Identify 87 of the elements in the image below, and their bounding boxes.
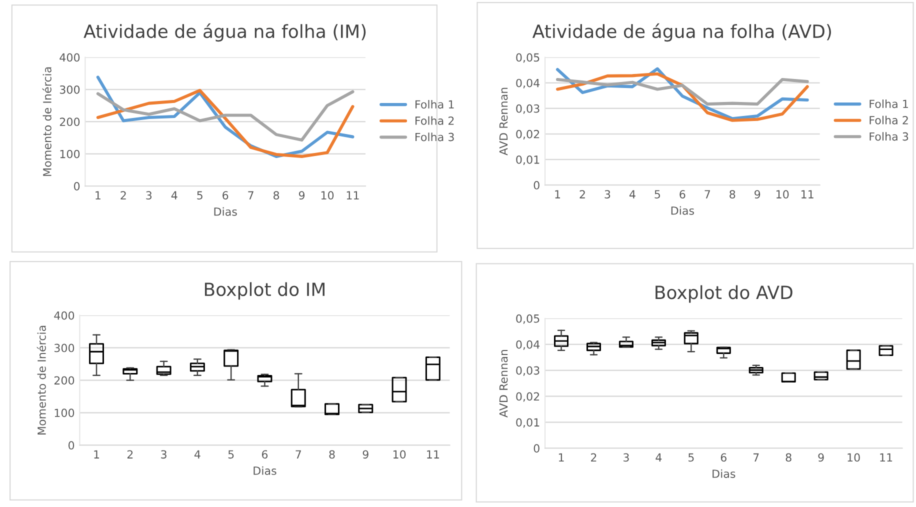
x-tick-label: 8 xyxy=(329,450,335,459)
x-tick-label: 4 xyxy=(629,190,636,198)
y-tick-label: 0,02 xyxy=(516,130,540,140)
x-tick-label: 5 xyxy=(688,453,694,462)
x-tick-label: 11 xyxy=(346,191,359,200)
x-tick-label: 7 xyxy=(704,190,710,198)
x-tick-label: 6 xyxy=(222,191,228,200)
x-tick-label: 9 xyxy=(298,191,305,200)
y-tick-label: 300 xyxy=(60,85,80,94)
legend-label: Folha 3 xyxy=(416,132,454,142)
x-tick-label: 10 xyxy=(393,450,406,459)
x-tick-label: 1 xyxy=(558,453,564,462)
chart-title: Boxplot do IM xyxy=(204,282,324,300)
x-axis-title: Dias xyxy=(712,469,736,478)
x-axis-title: Dias xyxy=(214,207,237,216)
x-tick-label: 7 xyxy=(296,450,301,458)
y-tick-label: 0,03 xyxy=(516,104,540,114)
legend-label: Folha 1 xyxy=(870,99,908,108)
x-tick-label: 9 xyxy=(362,450,368,459)
y-tick-label: 0,01 xyxy=(516,155,540,166)
x-tick-label: 2 xyxy=(120,191,126,200)
x-tick-label: 11 xyxy=(880,453,892,462)
y-tick-label: 0,04 xyxy=(516,340,540,350)
x-tick-label: 6 xyxy=(680,190,686,199)
legend-label: Folha 2 xyxy=(870,116,908,124)
x-tick-label: 8 xyxy=(730,190,736,199)
x-tick-label: 4 xyxy=(171,191,178,200)
x-tick-label: 10 xyxy=(776,190,789,199)
y-tick-label: 200 xyxy=(54,376,74,385)
y-tick-label: 0,04 xyxy=(516,78,540,88)
y-tick-label: 0,05 xyxy=(516,314,540,324)
legend-label: Folha 1 xyxy=(416,100,454,109)
x-axis-title: Dias xyxy=(254,466,276,475)
x-tick-label: 4 xyxy=(656,453,662,462)
x-tick-label: 1 xyxy=(94,450,100,458)
x-axis-title: Dias xyxy=(671,206,694,215)
y-axis-title: Momento de Inércia xyxy=(36,326,46,434)
x-tick-label: 9 xyxy=(818,453,824,462)
x-tick-label: 1 xyxy=(555,190,560,198)
legend-label: Folha 2 xyxy=(416,116,454,125)
chart-title: Boxplot do AVD xyxy=(656,285,792,303)
y-tick-label: 0,01 xyxy=(516,418,540,428)
x-tick-label: 11 xyxy=(427,450,439,458)
x-tick-label: 7 xyxy=(248,191,254,200)
x-tick-label: 5 xyxy=(197,191,202,200)
y-tick-label: 0,03 xyxy=(516,366,540,376)
line-series xyxy=(96,90,354,142)
x-tick-label: 11 xyxy=(801,190,814,198)
y-tick-label: 400 xyxy=(60,53,80,62)
x-tick-label: 7 xyxy=(753,453,759,462)
x-tick-label: 2 xyxy=(591,453,596,462)
x-tick-label: 2 xyxy=(580,190,585,198)
y-tick-label: 0,02 xyxy=(516,392,540,402)
x-tick-label: 9 xyxy=(754,190,760,199)
x-tick-label: 8 xyxy=(274,191,280,200)
y-tick-label: 200 xyxy=(60,118,80,126)
x-tick-label: 3 xyxy=(161,450,166,459)
y-tick-label: 0 xyxy=(534,444,540,453)
y-tick-label: 0 xyxy=(534,181,540,190)
x-tick-label: 4 xyxy=(194,450,200,458)
x-tick-label: 10 xyxy=(321,191,334,200)
y-axis-title: AVD Rennan xyxy=(499,88,508,156)
x-tick-label: 10 xyxy=(848,453,860,462)
x-tick-label: 3 xyxy=(146,191,152,200)
x-tick-label: 6 xyxy=(262,450,268,459)
y-tick-label: 300 xyxy=(54,344,74,352)
chart-title: Atividade de água na folha (AVD) xyxy=(532,23,831,42)
x-tick-label: 3 xyxy=(604,190,610,199)
y-tick-label: 0 xyxy=(74,182,80,190)
line-series xyxy=(556,78,809,106)
chart-title: Atividade de água na folha (IM) xyxy=(84,23,366,42)
x-tick-label: 8 xyxy=(786,453,792,462)
x-tick-label: 2 xyxy=(127,450,133,458)
y-axis-title: AVD Rennan xyxy=(499,350,508,418)
x-tick-label: 1 xyxy=(96,191,100,200)
y-tick-label: 100 xyxy=(60,150,80,158)
x-tick-label: 5 xyxy=(654,190,660,199)
legend-label: Folha 3 xyxy=(870,132,908,141)
line-series xyxy=(96,88,354,158)
y-tick-label: 100 xyxy=(54,408,74,418)
x-tick-label: 3 xyxy=(624,453,629,462)
x-tick-label: 5 xyxy=(228,450,234,459)
y-tick-label: 0,05 xyxy=(516,53,540,63)
y-tick-label: 400 xyxy=(54,311,74,320)
y-tick-label: 0 xyxy=(68,441,74,450)
x-tick-label: 6 xyxy=(720,453,726,462)
y-axis-title: Momento de Inércia xyxy=(42,67,52,176)
